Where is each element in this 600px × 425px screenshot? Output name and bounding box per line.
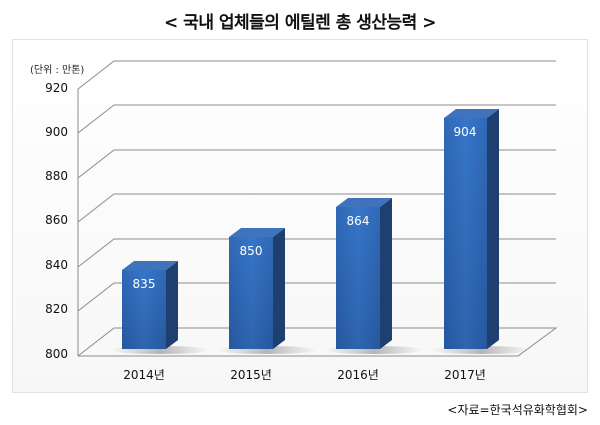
y-tick-880: 880 xyxy=(45,169,68,183)
x-label-2015: 2015년 xyxy=(230,368,272,382)
bar-value-2014: 835 xyxy=(132,277,156,291)
bar-2014 xyxy=(110,261,210,354)
bar-2016 xyxy=(324,198,424,354)
y-tick-800: 800 xyxy=(45,347,68,361)
x-label-2014: 2014년 xyxy=(123,368,165,382)
y-tick-840: 840 xyxy=(45,258,68,272)
bar-value-2015: 850 xyxy=(239,244,263,258)
x-label-2016: 2016년 xyxy=(337,368,379,382)
y-tick-900: 900 xyxy=(45,125,68,139)
bar-value-2017: 904 xyxy=(453,125,477,139)
bar-2015 xyxy=(217,228,317,354)
y-tick-820: 820 xyxy=(45,302,68,316)
gridlines xyxy=(77,60,558,357)
chart-title: < 국내 업체들의 에틸렌 총 생산능력 > xyxy=(164,13,436,33)
x-label-2017: 2017년 xyxy=(444,368,486,382)
bar-2017 xyxy=(431,109,531,354)
source-note: <자료=한국석유화학협회> xyxy=(447,403,588,417)
unit-label: (단위 : 만톤) xyxy=(30,65,85,76)
bar-value-2016: 864 xyxy=(346,214,370,228)
y-tick-860: 860 xyxy=(45,213,68,227)
y-tick-920: 920 xyxy=(45,81,68,95)
